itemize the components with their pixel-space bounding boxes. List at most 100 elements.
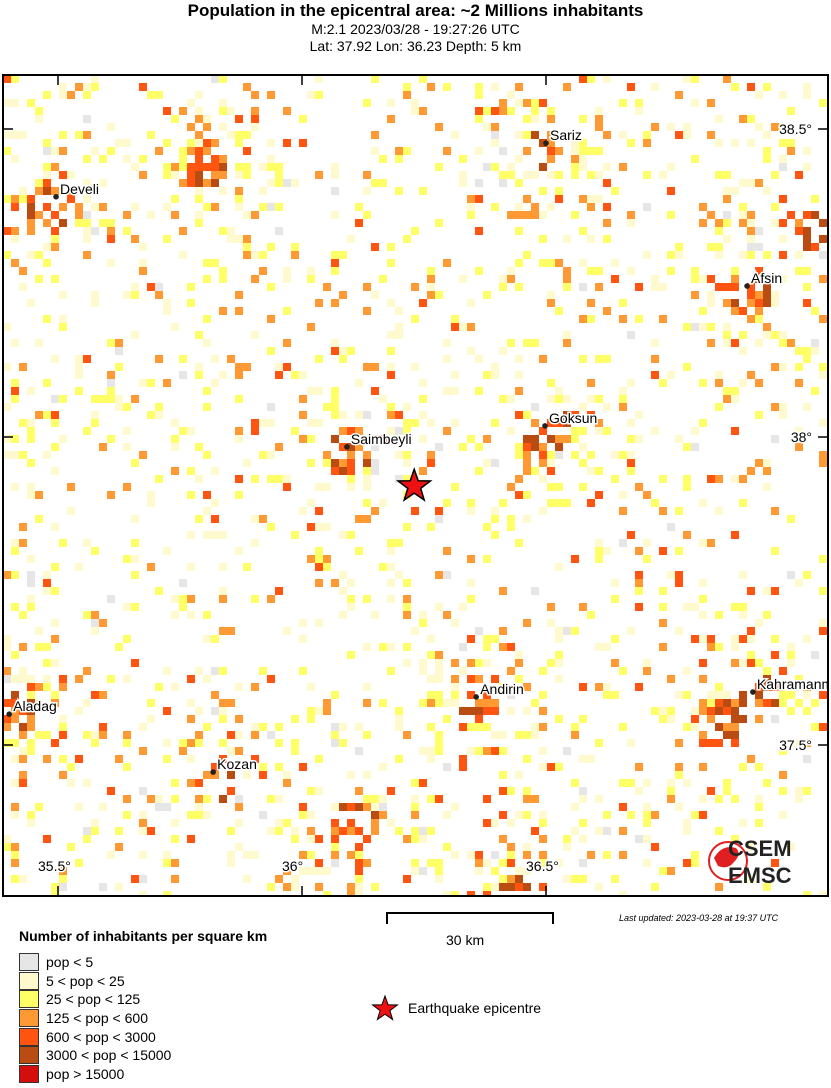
population-cell — [171, 435, 179, 443]
population-cell — [171, 443, 179, 451]
population-cell — [107, 491, 115, 499]
population-cell — [747, 843, 755, 851]
population-cell — [787, 107, 795, 115]
population-cell — [107, 851, 115, 859]
population-cell — [579, 155, 587, 163]
population-cell — [339, 739, 347, 747]
population-cell — [523, 251, 531, 259]
population-cell — [699, 699, 707, 707]
population-cell — [627, 331, 635, 339]
population-cell — [755, 699, 763, 707]
population-cell — [691, 155, 699, 163]
population-cell — [83, 219, 91, 227]
population-cell — [579, 603, 587, 611]
population-cell — [67, 195, 75, 203]
population-cell — [259, 723, 267, 731]
population-cell — [459, 443, 467, 451]
population-cell — [307, 835, 315, 843]
population-cell — [515, 283, 523, 291]
population-cell — [515, 203, 523, 211]
population-cell — [355, 875, 363, 883]
population-cell — [419, 187, 427, 195]
population-cell — [523, 443, 531, 451]
population-cell — [475, 91, 483, 99]
population-cell — [619, 851, 627, 859]
population-cell — [707, 691, 715, 699]
population-cell — [107, 147, 115, 155]
population-cell — [483, 747, 491, 755]
population-cell — [59, 219, 67, 227]
population-cell — [99, 179, 107, 187]
population-cell — [755, 291, 763, 299]
population-cell — [499, 283, 507, 291]
population-cell — [411, 507, 419, 515]
population-cell — [403, 83, 411, 91]
population-cell — [195, 171, 203, 179]
population-cell — [59, 715, 67, 723]
population-cell — [595, 283, 603, 291]
population-cell — [771, 363, 779, 371]
population-cell — [43, 219, 51, 227]
population-cell — [107, 595, 115, 603]
population-cell — [531, 435, 539, 443]
population-cell — [27, 227, 35, 235]
population-cell — [211, 691, 219, 699]
population-cell — [595, 427, 603, 435]
population-cell — [531, 171, 539, 179]
population-cell — [659, 379, 667, 387]
population-cell — [51, 443, 59, 451]
population-cell — [419, 467, 427, 475]
population-cell — [59, 131, 67, 139]
population-cell — [715, 251, 723, 259]
population-cell — [275, 795, 283, 803]
population-cell — [755, 267, 763, 275]
population-cell — [235, 171, 243, 179]
population-cell — [363, 363, 371, 371]
population-cell — [171, 115, 179, 123]
population-cell — [235, 115, 243, 123]
population-cell — [571, 779, 579, 787]
population-cell — [43, 139, 51, 147]
population-cell — [3, 699, 11, 707]
population-cell — [323, 283, 331, 291]
population-cell — [211, 635, 219, 643]
population-cell — [723, 707, 731, 715]
population-cell — [651, 275, 659, 283]
population-cell — [675, 691, 683, 699]
population-cell — [499, 587, 507, 595]
population-cell — [427, 651, 435, 659]
population-cell — [731, 835, 739, 843]
population-cell — [739, 659, 747, 667]
population-cell — [379, 155, 387, 163]
population-cell — [51, 587, 59, 595]
population-cell — [699, 739, 707, 747]
population-cell — [275, 587, 283, 595]
population-cell — [371, 435, 379, 443]
population-cell — [467, 707, 475, 715]
population-cell — [315, 563, 323, 571]
population-cell — [411, 283, 419, 291]
population-cell — [483, 723, 491, 731]
population-cell — [491, 867, 499, 875]
population-cell — [307, 811, 315, 819]
population-cell — [547, 619, 555, 627]
population-cell — [579, 163, 587, 171]
population-cell — [571, 627, 579, 635]
population-cell — [211, 75, 219, 83]
population-cell — [435, 731, 443, 739]
population-cell — [363, 771, 371, 779]
population-cell — [539, 835, 547, 843]
population-cell — [195, 195, 203, 203]
population-cell — [643, 491, 651, 499]
population-cell — [83, 195, 91, 203]
population-cell — [251, 539, 259, 547]
population-cell — [483, 883, 491, 891]
population-cell — [171, 835, 179, 843]
population-cell — [419, 747, 427, 755]
population-cell — [283, 771, 291, 779]
population-cell — [35, 251, 43, 259]
population-cell — [315, 419, 323, 427]
population-cell — [763, 155, 771, 163]
population-cell — [139, 155, 147, 163]
population-cell — [563, 267, 571, 275]
